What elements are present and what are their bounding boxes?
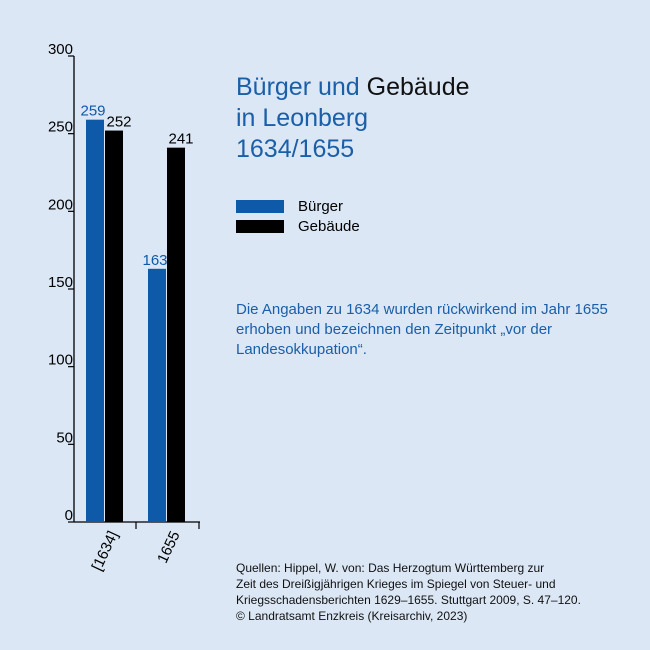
data-label: 252 — [106, 114, 131, 131]
copyright-line: © Landratsamt Enzkreis (Kreisarchiv, 202… — [236, 609, 468, 623]
y-tick-label: 100 — [48, 352, 73, 369]
sources: Quellen: Hippel, W. von: Das Herzogtum W… — [236, 560, 636, 624]
y-tick-label: 300 — [48, 41, 73, 58]
data-label: 241 — [168, 131, 193, 148]
y-tick-label: 200 — [48, 196, 73, 213]
legend-item-buerger: Bürger — [236, 196, 360, 216]
bar-gebaeude — [167, 147, 185, 522]
chart-title: Bürger und Gebäude in Leonberg 1634/1655 — [236, 72, 470, 165]
legend: Bürger Gebäude — [236, 196, 360, 236]
title-part-gebaeude: Gebäude — [366, 73, 470, 101]
title-line-2: in Leonberg — [236, 104, 369, 132]
chart-note: Die Angaben zu 1634 wurden rückwirkend i… — [236, 301, 608, 358]
legend-swatch-buerger — [236, 199, 284, 213]
y-tick-label: 150 — [48, 274, 73, 291]
source-line: Quellen: Hippel, W. von: Das Herzogtum W… — [236, 561, 545, 575]
legend-swatch-gebaeude — [236, 219, 284, 233]
x-tick-label: [1634] — [89, 529, 122, 574]
data-label: 163 — [142, 252, 167, 269]
legend-item-gebaeude: Gebäude — [236, 216, 360, 236]
legend-label-buerger: Bürger — [298, 197, 344, 215]
legend-label-gebaeude: Gebäude — [298, 217, 360, 235]
y-tick-label: 0 — [65, 507, 73, 524]
title-line-3: 1634/1655 — [236, 135, 355, 163]
bar-gebaeude — [105, 130, 123, 522]
y-tick-label: 250 — [48, 119, 73, 136]
x-tick-label: 1655 — [154, 529, 184, 566]
y-tick-label: 50 — [56, 429, 73, 446]
bar-buerger — [148, 268, 166, 522]
source-line: Kriegsschadensberichten 1629–1655. Stutt… — [236, 593, 581, 607]
data-label: 259 — [80, 103, 105, 120]
title-part-buerger: Bürger und — [236, 73, 367, 101]
bar-buerger — [86, 119, 104, 522]
source-line: Zeit des Dreißigjährigen Krieges im Spie… — [236, 577, 556, 591]
